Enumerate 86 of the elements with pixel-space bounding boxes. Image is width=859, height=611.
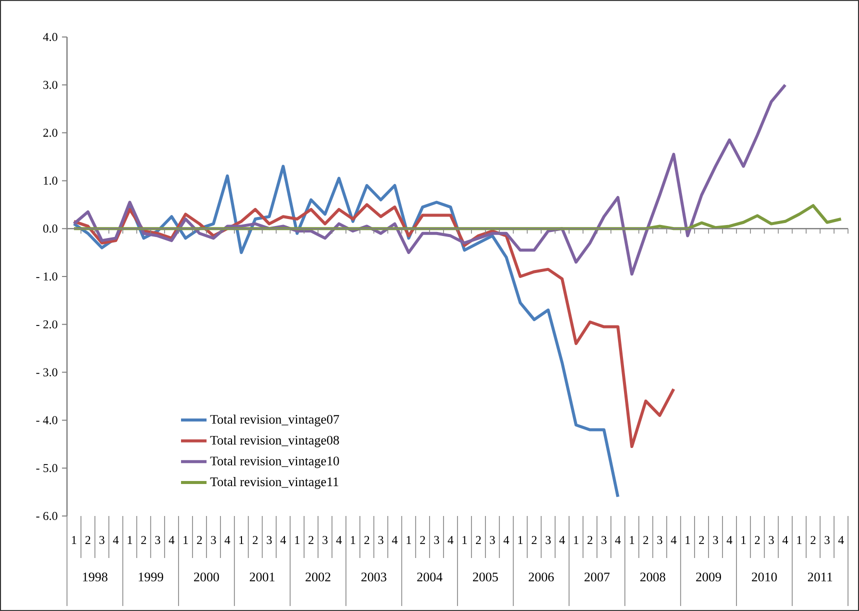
x-tick-label: 1: [518, 536, 523, 544]
text: 1998: [83, 572, 108, 582]
y-tick-label: 2.0: [43, 128, 58, 137]
x-tick-label: 4: [168, 536, 174, 544]
line-series: [72, 83, 787, 276]
y-tick-label: - 3.0: [36, 368, 58, 376]
text: 2010: [752, 572, 777, 582]
x-tick-label: 1: [797, 536, 802, 544]
x-tick-label: 1: [184, 536, 188, 544]
x-tick-label: 4: [280, 536, 286, 544]
x-tick-label: 2: [810, 536, 816, 544]
x-tick-label: 3: [211, 536, 216, 544]
x-tick-label: 4: [224, 536, 230, 544]
x-tick-label: 2: [85, 536, 90, 544]
x-tick-label: 4: [448, 536, 454, 544]
x-tick-label: 1: [630, 536, 634, 544]
text: 2011: [808, 572, 832, 582]
text: 2004: [417, 572, 442, 582]
text: 2009: [696, 572, 722, 582]
x-tick-label: 1: [128, 536, 132, 544]
x-tick-label: 4: [504, 536, 510, 544]
x-tick-label: 3: [378, 536, 384, 544]
x-tick-label: 2: [308, 536, 314, 544]
x-tick-label: 3: [155, 536, 160, 544]
text: 2002: [306, 572, 330, 582]
x-tick-label: 4: [838, 536, 844, 544]
text: 2000: [194, 572, 219, 582]
x-tick-label: 3: [657, 536, 662, 544]
text: 2008: [640, 572, 666, 582]
x-tick-label: 2: [643, 536, 648, 544]
x-tick-label: 4: [336, 536, 342, 544]
x-tick-label: 4: [726, 536, 732, 544]
x-tick-label: 3: [266, 536, 272, 544]
x-tick-label: 1: [239, 536, 244, 544]
y-tick-label: - 1.0: [36, 272, 58, 281]
x-tick-label: 3: [768, 536, 774, 544]
x-tick-label: 4: [392, 536, 398, 544]
x-tick-label: 2: [364, 536, 370, 544]
x-tick-label: 2: [532, 536, 537, 544]
y-tick-label: 4.0: [43, 32, 58, 42]
x-tick-label: 4: [670, 536, 676, 544]
x-tick-label: 4: [559, 536, 565, 544]
x-tick-label: 3: [546, 536, 551, 544]
x-tick-label: 4: [615, 536, 621, 544]
text: 2006: [528, 572, 554, 582]
x-tick-label: 1: [295, 536, 300, 544]
y-tick-label: - 4.0: [36, 416, 58, 424]
y-tick-label: 0.0: [43, 224, 58, 233]
x-tick-label: 1: [462, 536, 467, 544]
x-tick-label: 3: [322, 536, 328, 544]
y-tick-label: 3.0: [43, 80, 58, 89]
x-tick-label: 1: [574, 536, 578, 544]
x-tick-label: 1: [72, 536, 76, 544]
x-tick-label: 2: [476, 536, 481, 544]
x-tick-label: 2: [754, 536, 760, 544]
text: 2007: [584, 572, 610, 582]
x-tick-label: 2: [699, 536, 704, 544]
y-tick-label: - 5.0: [36, 464, 58, 472]
x-tick-label: 2: [588, 536, 592, 544]
x-tick-label: 1: [406, 536, 411, 544]
x-tick-label: 3: [824, 536, 830, 544]
x-tick-label: 2: [197, 536, 202, 544]
x-tick-label: 3: [490, 536, 495, 544]
x-tick-label: 2: [420, 536, 425, 544]
x-tick-label: 1: [741, 536, 746, 544]
x-tick-label: 3: [99, 536, 104, 544]
x-tick-label: 3: [713, 536, 718, 544]
text: 2005: [472, 572, 498, 582]
x-tick-label: 1: [350, 536, 356, 544]
text: 2003: [361, 572, 386, 582]
legend-label: Total revision_vintage11: [210, 477, 338, 489]
y-tick-label: - 2.0: [36, 320, 58, 328]
x-tick-label: 3: [434, 536, 440, 544]
y-tick-label: - 6.0: [36, 512, 58, 520]
y-tick-label: 1.0: [44, 176, 58, 185]
x-tick-label: 2: [141, 536, 146, 544]
x-tick-label: 1: [686, 536, 690, 544]
text: 2001: [250, 572, 274, 582]
x-tick-label: 2: [252, 536, 258, 544]
x-tick-label: 3: [602, 536, 606, 544]
x-tick-label: 4: [782, 536, 788, 544]
legend-label: Total revision_vintage10: [210, 456, 339, 468]
legend-label: Total revision_vintage08: [210, 435, 339, 448]
legend-label: Total revision_vintage07: [210, 414, 340, 426]
text: 1999: [138, 572, 164, 582]
x-tick-label: 4: [113, 536, 119, 544]
